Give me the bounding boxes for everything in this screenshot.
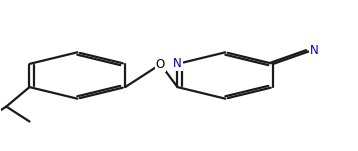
Text: N: N — [310, 44, 319, 57]
Text: O: O — [156, 58, 165, 71]
Text: N: N — [173, 57, 182, 70]
